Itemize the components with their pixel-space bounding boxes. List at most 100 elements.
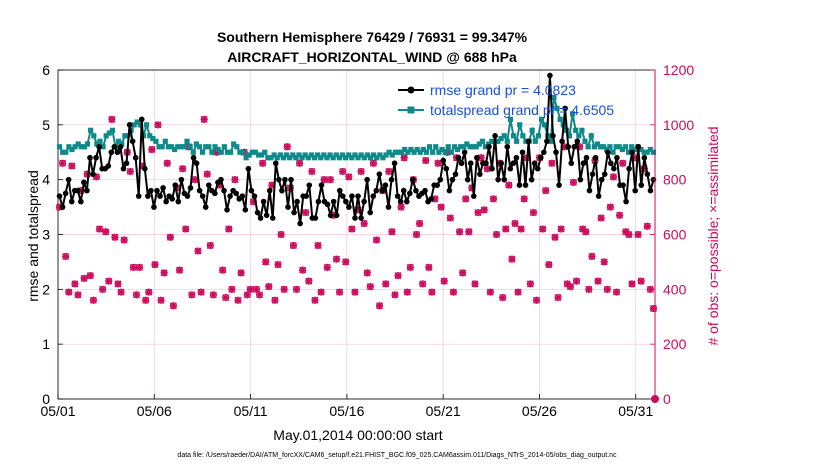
obs-assimilated-marker bbox=[59, 159, 67, 167]
totalspread-point bbox=[302, 152, 308, 158]
obs-assimilated-marker bbox=[631, 154, 639, 162]
obs-assimilated-marker bbox=[533, 296, 541, 304]
totalspread-point bbox=[619, 146, 625, 153]
obs-assimilated-marker bbox=[493, 231, 501, 238]
rmse-point bbox=[474, 154, 480, 161]
rmse-point bbox=[343, 198, 349, 205]
rmse-point bbox=[190, 154, 197, 161]
rmse-point bbox=[239, 193, 246, 199]
rmse-point bbox=[373, 187, 380, 194]
obs-assimilated-marker bbox=[259, 159, 267, 167]
obs-assimilated-marker bbox=[363, 269, 371, 277]
obs-assimilated-marker bbox=[234, 296, 242, 304]
obs-assimilated-marker bbox=[203, 170, 211, 178]
obs-assimilated-marker bbox=[86, 272, 94, 280]
rmse-point bbox=[68, 198, 75, 205]
obs-assimilated-marker bbox=[274, 261, 282, 269]
rmse-point bbox=[461, 149, 468, 156]
rmse-point bbox=[142, 165, 148, 172]
rmse-point bbox=[489, 165, 495, 172]
totalspread-point bbox=[305, 155, 311, 161]
rmse-point bbox=[111, 143, 118, 150]
rmse-point bbox=[123, 160, 130, 167]
totalspread-point bbox=[625, 149, 632, 155]
obs-assimilated-marker bbox=[169, 302, 177, 310]
rmse-point bbox=[501, 176, 508, 183]
obs-assimilated-marker bbox=[456, 228, 464, 236]
rmse-point bbox=[595, 193, 602, 199]
obs-assimilated-marker bbox=[342, 258, 350, 266]
totalspread-point bbox=[168, 144, 175, 150]
obs-assimilated-marker bbox=[391, 291, 399, 299]
rmse-point bbox=[184, 193, 191, 199]
totalspread-point bbox=[246, 152, 252, 158]
rmse-point bbox=[434, 182, 441, 188]
y-tick-label: 3 bbox=[42, 227, 50, 243]
totalspread-point bbox=[473, 144, 479, 150]
totalspread-point bbox=[582, 138, 588, 144]
totalspread-point bbox=[517, 122, 523, 128]
rmse-point bbox=[629, 149, 635, 156]
rmse-point bbox=[260, 198, 267, 205]
obs-assimilated-marker bbox=[200, 115, 208, 123]
obs-assimilated-marker bbox=[616, 211, 624, 219]
totalspread-point bbox=[333, 152, 339, 158]
totalspread-point bbox=[153, 138, 159, 144]
rmse-point bbox=[391, 160, 398, 167]
obs-assimilated-marker bbox=[311, 296, 319, 304]
rmse-point bbox=[212, 190, 218, 197]
obs-assimilated-marker bbox=[394, 272, 402, 280]
totalspread-point bbox=[495, 138, 501, 144]
obs-assimilated-marker bbox=[249, 198, 257, 206]
obs-assimilated-marker bbox=[416, 220, 424, 228]
obs-assimilated-marker bbox=[449, 288, 457, 296]
obs-assimilated-marker bbox=[89, 296, 97, 304]
obs-assimilated-marker bbox=[625, 231, 633, 238]
obs-assimilated-marker bbox=[237, 269, 245, 277]
totalspread-point bbox=[283, 152, 290, 158]
obs-assimilated-marker bbox=[292, 285, 300, 293]
obs-assimilated-marker bbox=[511, 220, 519, 228]
rmse-point bbox=[272, 160, 279, 167]
obs-assimilated-marker bbox=[191, 176, 199, 184]
totalspread-point bbox=[557, 116, 563, 122]
obs-assimilated-marker bbox=[529, 209, 537, 217]
totalspread-point bbox=[498, 135, 504, 142]
totalspread-point bbox=[165, 144, 171, 150]
obs-assimilated-marker bbox=[413, 231, 421, 238]
rmse-point bbox=[279, 187, 285, 194]
rmse-point bbox=[108, 149, 115, 156]
rmse-point bbox=[370, 193, 377, 199]
totalspread-point bbox=[588, 133, 594, 139]
totalspread-point bbox=[622, 144, 629, 150]
totalspread-point bbox=[184, 138, 190, 144]
obs-assimilated-marker bbox=[357, 167, 365, 175]
rmse-point bbox=[495, 176, 501, 183]
totalspread-point bbox=[259, 152, 265, 158]
obs-assimilated-marker bbox=[216, 181, 224, 189]
obs-assimilated-marker bbox=[422, 156, 430, 164]
rmse-point bbox=[315, 198, 322, 205]
obs-assimilated-marker bbox=[139, 162, 147, 170]
rmse-point bbox=[367, 209, 374, 216]
totalspread-point bbox=[255, 152, 262, 158]
obs-assimilated-marker bbox=[120, 236, 128, 244]
totalspread-point bbox=[405, 149, 411, 155]
obs-assimilated-marker bbox=[459, 269, 467, 277]
rmse-point bbox=[349, 193, 355, 199]
rmse-point bbox=[440, 157, 447, 164]
obs-assimilated-marker bbox=[369, 159, 377, 167]
rmse-point bbox=[611, 165, 617, 172]
obs-assimilated-marker bbox=[246, 285, 254, 293]
rmse-point bbox=[312, 215, 319, 221]
obs-assimilated-marker bbox=[305, 277, 313, 285]
rmse-point bbox=[528, 176, 535, 183]
totalspread-point bbox=[299, 155, 305, 161]
rmse-point bbox=[604, 149, 611, 156]
obs-assimilated-marker bbox=[228, 285, 236, 293]
rmse-point bbox=[169, 196, 176, 202]
x-tick-label: 05/26 bbox=[522, 403, 557, 419]
totalspread-point bbox=[647, 146, 653, 153]
obs-assimilated-marker bbox=[68, 162, 76, 170]
totalspread-point bbox=[591, 144, 597, 150]
